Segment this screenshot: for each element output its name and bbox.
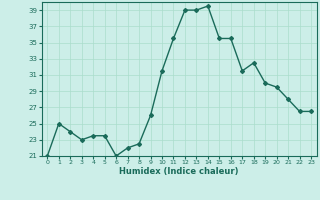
- X-axis label: Humidex (Indice chaleur): Humidex (Indice chaleur): [119, 167, 239, 176]
